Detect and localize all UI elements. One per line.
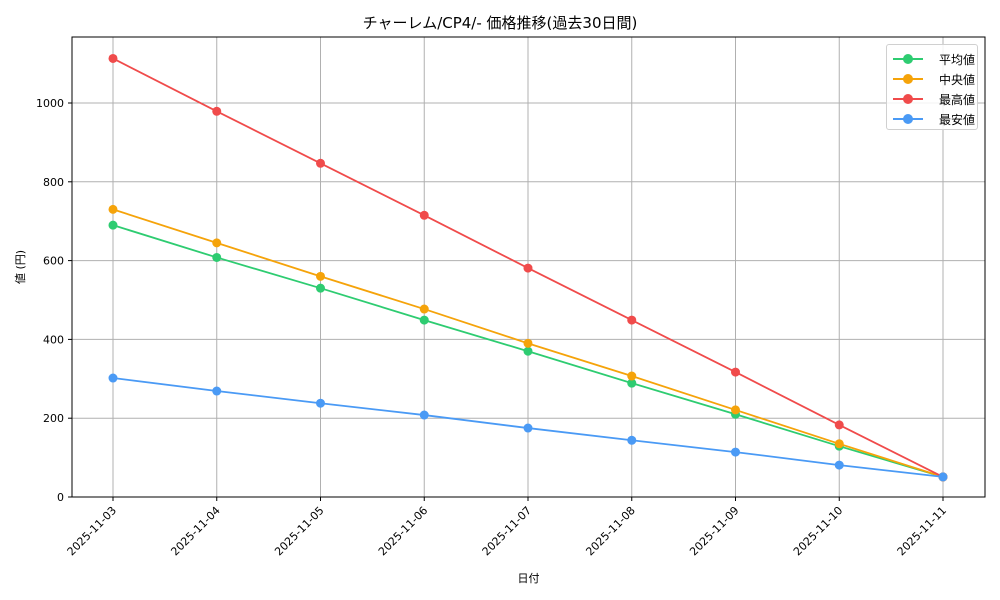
- data-point: [212, 238, 222, 248]
- legend-label: 最高値: [939, 92, 976, 107]
- data-point: [316, 271, 325, 281]
- data-point: [523, 338, 533, 348]
- y-tick-label: 800: [43, 176, 64, 189]
- legend-marker-icon: [893, 94, 923, 104]
- data-point: [108, 204, 118, 214]
- chart-title: チャーレム/CP4/- 価格推移(過去30日間): [362, 14, 638, 32]
- data-point: [108, 373, 118, 383]
- data-point: [212, 386, 222, 396]
- data-point: [731, 367, 740, 377]
- data-point: [627, 315, 637, 325]
- legend-item: 最安値: [893, 109, 977, 129]
- x-tick-label: 2025-11-07: [480, 504, 534, 558]
- x-axis-label: 日付: [518, 572, 540, 585]
- x-tick-label: 2025-11-09: [687, 504, 741, 558]
- data-point: [316, 398, 325, 408]
- data-point: [523, 423, 533, 433]
- x-tick-label: 2025-11-11: [895, 504, 949, 558]
- data-point: [834, 420, 844, 430]
- data-point: [834, 439, 844, 449]
- data-point: [108, 220, 118, 230]
- x-tick-label: 2025-11-03: [65, 504, 119, 558]
- data-point: [627, 378, 637, 388]
- legend-item: 最高値: [893, 89, 977, 109]
- data-point: [731, 447, 740, 457]
- data-point: [938, 472, 948, 482]
- x-tick-label: 2025-11-08: [583, 504, 637, 558]
- legend-marker-icon: [893, 114, 923, 124]
- legend-label: 最安値: [939, 112, 976, 127]
- y-tick-label: 200: [43, 412, 64, 425]
- data-point: [419, 304, 429, 314]
- y-tick-label: 600: [43, 255, 64, 268]
- data-point: [419, 210, 429, 220]
- x-tick-label: 2025-11-05: [272, 504, 326, 558]
- y-axis-label: 値 (円): [14, 250, 27, 284]
- data-point: [419, 315, 429, 325]
- y-tick-label: 0: [57, 491, 64, 504]
- data-point: [108, 53, 118, 63]
- data-point: [731, 405, 740, 415]
- series-line: [108, 373, 948, 482]
- data-point: [627, 435, 637, 445]
- data-point: [316, 283, 325, 293]
- legend-label: 平均値: [939, 52, 976, 67]
- series-line: [108, 53, 948, 482]
- legend-marker-icon: [893, 54, 923, 64]
- data-point: [212, 106, 222, 116]
- data-point: [523, 263, 533, 273]
- chart-legend: 平均値 中央値 最高値 最安値: [886, 44, 978, 130]
- data-point: [316, 158, 325, 168]
- data-point: [419, 410, 429, 420]
- x-tick-label: 2025-11-10: [791, 504, 845, 558]
- legend-item: 平均値: [893, 49, 977, 69]
- y-tick-label: 1000: [36, 97, 64, 110]
- data-point: [212, 252, 222, 262]
- data-point: [834, 460, 844, 470]
- legend-marker-icon: [893, 74, 923, 84]
- y-tick-label: 400: [43, 333, 64, 346]
- data-point: [523, 346, 533, 356]
- data-point: [627, 371, 637, 381]
- legend-label: 中央値: [939, 72, 976, 87]
- x-tick-label: 2025-11-04: [168, 504, 222, 558]
- legend-item: 中央値: [893, 69, 977, 89]
- x-tick-label: 2025-11-06: [376, 504, 430, 558]
